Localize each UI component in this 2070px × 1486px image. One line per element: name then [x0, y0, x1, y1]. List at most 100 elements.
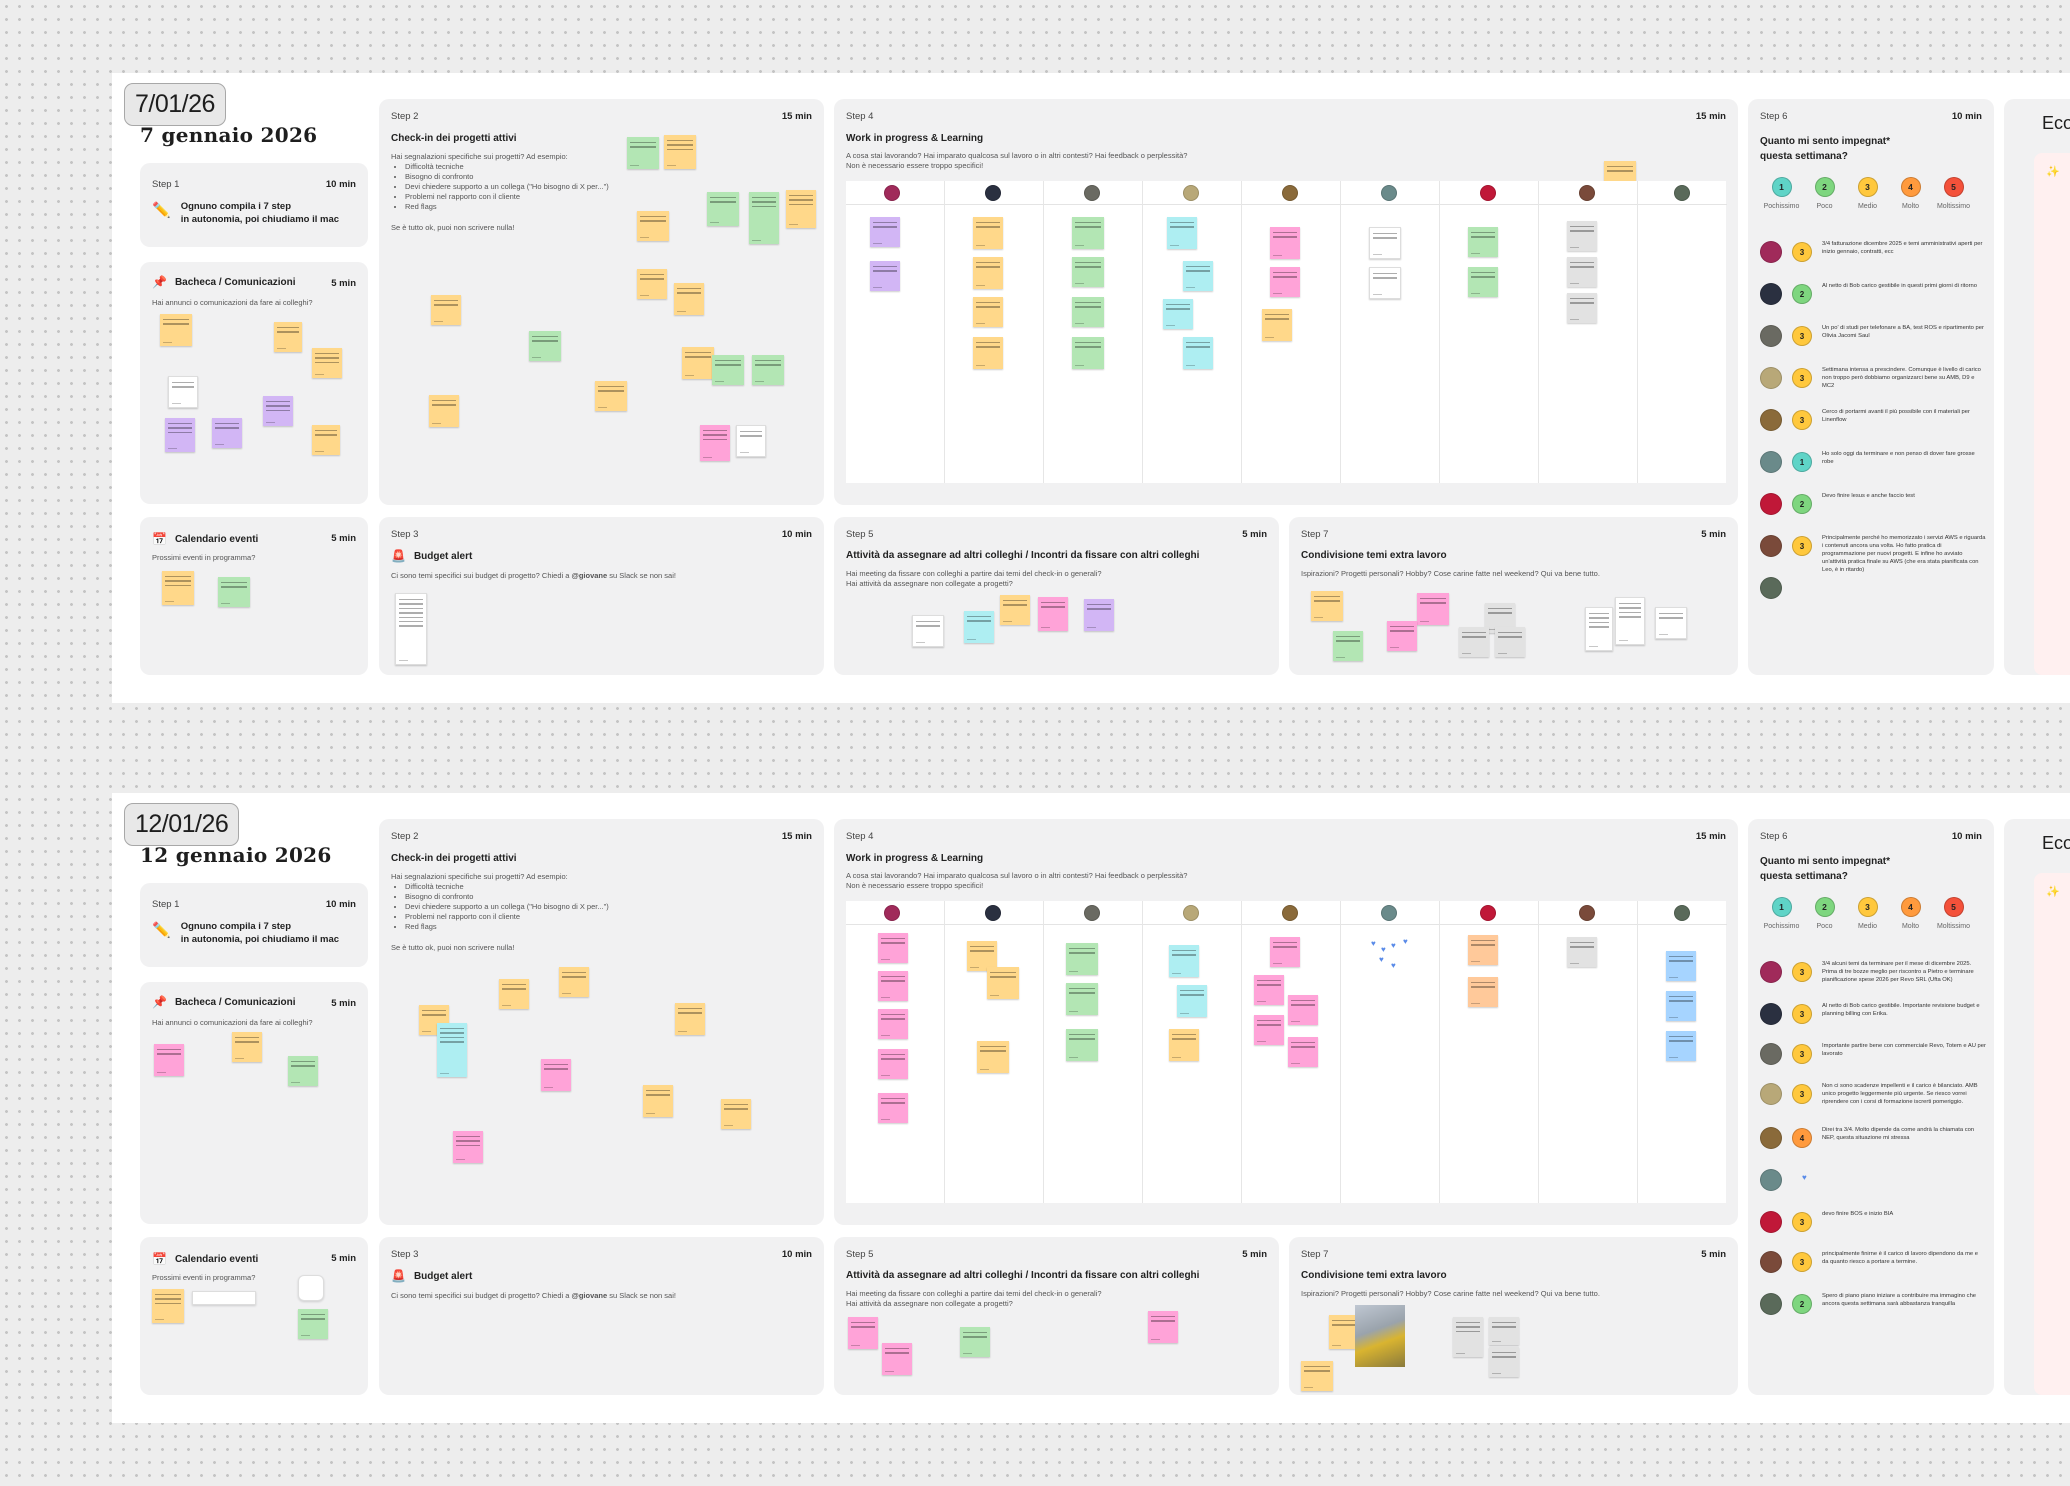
sticky-note[interactable]: [977, 1041, 1009, 1073]
sticky-note[interactable]: [1369, 267, 1401, 299]
date-badge[interactable]: 7/01/26: [124, 83, 226, 126]
step1-card[interactable]: Step 1 10 min ✏️ Ognuno compila i 7 step…: [140, 163, 368, 247]
step7-card[interactable]: Step 7 5 min Condivisione temi extra lav…: [1289, 1237, 1738, 1395]
sticky-note[interactable]: [212, 418, 242, 448]
sticky-note[interactable]: [1066, 983, 1098, 1015]
sticky-note[interactable]: [973, 337, 1003, 369]
sticky-note[interactable]: [431, 295, 461, 325]
bacheca-card[interactable]: 📌 Bacheca / Comunicazioni 5 min Hai annun…: [140, 262, 368, 504]
step7-card[interactable]: Step 7 5 min Condivisione temi extra lav…: [1289, 517, 1738, 675]
sticky-note[interactable]: [786, 190, 816, 228]
sticky-note[interactable]: [288, 1056, 318, 1086]
calendar-widget[interactable]: [298, 1275, 324, 1301]
sticky-note[interactable]: [707, 192, 739, 226]
sticky-note[interactable]: [152, 1289, 184, 1323]
sticky-note[interactable]: [1301, 1361, 1333, 1391]
sticky-note[interactable]: [1177, 985, 1207, 1017]
sticky-note[interactable]: [643, 1085, 673, 1117]
sticky-note[interactable]: [1288, 1037, 1318, 1067]
scale-item[interactable]: 3 Medio: [1846, 897, 1889, 930]
step2-card[interactable]: Step 2 15 min Check-in dei progetti atti…: [379, 819, 824, 1225]
sticky-note[interactable]: [263, 396, 293, 426]
sticky-note[interactable]: [1183, 337, 1213, 369]
economics-card-cropped[interactable]: Eco ✨: [2004, 99, 2070, 675]
scale-item[interactable]: 3 Medio: [1846, 177, 1889, 210]
sticky-note[interactable]: [595, 381, 627, 411]
sticky-note[interactable]: [912, 615, 944, 647]
sticky-note[interactable]: [1183, 261, 1213, 291]
sticky-note[interactable]: [1072, 257, 1104, 287]
scale-item[interactable]: 5 Moltissimo: [1932, 897, 1975, 930]
sticky-note[interactable]: [1468, 935, 1498, 965]
sticky-note[interactable]: [160, 314, 192, 346]
sticky-note[interactable]: [627, 137, 659, 169]
sticky-note[interactable]: [1288, 995, 1318, 1025]
sticky-note[interactable]: [162, 571, 194, 605]
sticky-note[interactable]: [878, 1009, 908, 1039]
sticky-note[interactable]: [1655, 607, 1687, 639]
sticky-note[interactable]: [1666, 991, 1696, 1021]
sticky-note[interactable]: [1072, 337, 1104, 369]
sticky-note[interactable]: [1072, 297, 1104, 327]
sticky-note[interactable]: [312, 348, 342, 378]
sticky-note[interactable]: [848, 1317, 878, 1349]
sticky-note[interactable]: [870, 217, 900, 247]
sticky-note[interactable]: [721, 1099, 751, 1129]
sticky-note[interactable]: [1567, 221, 1597, 251]
step3-card[interactable]: Step 3 10 min 🚨 Budget alert Ci sono temi…: [379, 1237, 824, 1395]
sticky-note[interactable]: [1084, 599, 1114, 631]
sticky-note[interactable]: [1254, 975, 1284, 1005]
sticky-note[interactable]: [637, 269, 667, 299]
sticky-note[interactable]: [1072, 217, 1104, 249]
sticky-note[interactable]: [541, 1059, 571, 1091]
sticky-note[interactable]: [1333, 631, 1363, 661]
sticky-note[interactable]: [1270, 227, 1300, 259]
scale-item[interactable]: 2 Poco: [1803, 897, 1846, 930]
sticky-note[interactable]: [1169, 1029, 1199, 1061]
sticky-note[interactable]: [1254, 1015, 1284, 1045]
sticky-note[interactable]: [312, 425, 340, 455]
sticky-note[interactable]: [870, 261, 900, 291]
sticky-note[interactable]: [1468, 977, 1498, 1007]
sticky-note[interactable]: [1468, 227, 1498, 257]
sticky-note[interactable]: [1038, 597, 1068, 631]
step4-card[interactable]: Step 4 15 min Work in progress & Learnin…: [834, 819, 1738, 1225]
sticky-note[interactable]: [274, 322, 302, 352]
scale-item[interactable]: 4 Molto: [1889, 897, 1932, 930]
shared-photo[interactable]: [1355, 1305, 1405, 1367]
sticky-note[interactable]: [529, 331, 561, 361]
date-badge[interactable]: 12/01/26: [124, 803, 240, 846]
sticky-note[interactable]: [1567, 937, 1597, 967]
sticky-note[interactable]: [1615, 597, 1645, 645]
sticky-note[interactable]: [964, 611, 994, 643]
step2-card[interactable]: Step 2 15 min Check-in dei progetti atti…: [379, 99, 824, 505]
sticky-note[interactable]: [967, 941, 997, 971]
sticky-note[interactable]: [1459, 627, 1489, 657]
sticky-note[interactable]: [1468, 267, 1498, 297]
sticky-note[interactable]: [878, 1049, 908, 1079]
bacheca-card[interactable]: 📌 Bacheca / Comunicazioni 5 min Hai annun…: [140, 982, 368, 1224]
sticky-note[interactable]: [1148, 1311, 1178, 1343]
sticky-note[interactable]: [1666, 951, 1696, 981]
sticky-note[interactable]: [637, 211, 669, 241]
sticky-note[interactable]: [1585, 607, 1613, 651]
sticky-note[interactable]: [1489, 1317, 1519, 1345]
sticky-note[interactable]: [682, 347, 714, 379]
sticky-note[interactable]: [1262, 309, 1292, 341]
sticky-note[interactable]: [973, 217, 1003, 249]
scale-item[interactable]: 1 Pochissimo: [1760, 177, 1803, 210]
sticky-note[interactable]: [1567, 293, 1597, 323]
sticky-note[interactable]: [1066, 1029, 1098, 1061]
sticky-note[interactable]: [712, 355, 744, 385]
economics-card-cropped[interactable]: Eco ✨: [2004, 819, 2070, 1395]
sticky-note[interactable]: [1000, 595, 1030, 625]
step5-card[interactable]: Step 5 5 min Attività da assegnare ad al…: [834, 517, 1279, 675]
sticky-note[interactable]: [675, 1003, 705, 1035]
step5-card[interactable]: Step 5 5 min Attività da assegnare ad al…: [834, 1237, 1279, 1395]
mention-link[interactable]: @giovane: [571, 1291, 608, 1300]
step3-card[interactable]: Step 3 10 min 🚨 Budget alert Ci sono temi…: [379, 517, 824, 675]
sticky-note[interactable]: [700, 425, 730, 461]
scale-item[interactable]: 1 Pochissimo: [1760, 897, 1803, 930]
sticky-note[interactable]: [1489, 1347, 1519, 1377]
sticky-note[interactable]: [882, 1343, 912, 1375]
